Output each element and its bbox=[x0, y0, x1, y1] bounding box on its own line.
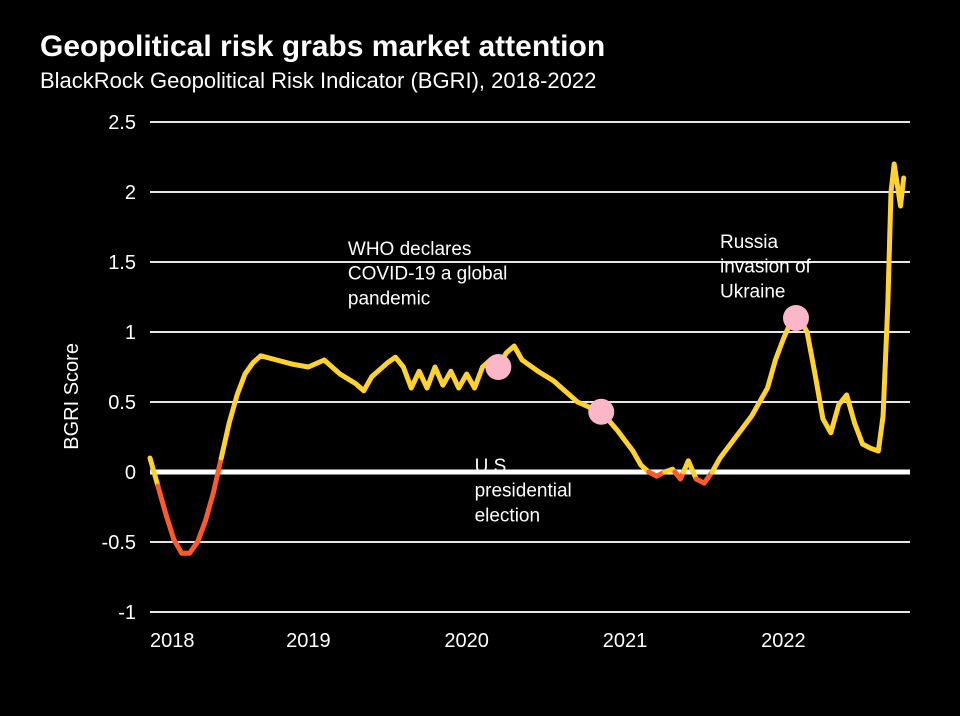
x-tick-label: 2022 bbox=[761, 630, 806, 652]
x-tick-label: 2021 bbox=[603, 630, 648, 652]
y-tick-label: 2 bbox=[125, 182, 136, 204]
y-tick-label: 1 bbox=[125, 322, 136, 344]
x-tick-label: 2020 bbox=[444, 630, 489, 652]
y-axis-label: BGRI Score bbox=[61, 343, 83, 450]
bgri-line-segment bbox=[683, 461, 696, 479]
chart-title: Geopolitical risk grabs market attention bbox=[40, 30, 920, 64]
x-tick-label: 2019 bbox=[286, 630, 331, 652]
event-annotation: Russiainvasion ofUkraine bbox=[720, 232, 812, 302]
event-marker bbox=[485, 354, 511, 380]
event-annotation: WHO declaresCOVID-19 a globalpandemic bbox=[348, 239, 507, 309]
y-tick-label: 1.5 bbox=[108, 252, 136, 274]
event-marker bbox=[588, 399, 614, 425]
line-chart-svg: -1 -0.5 0 0.5 1 1.5 2 2.5 2018 2019 2020 2021 2022 BG… bbox=[40, 112, 920, 682]
chart-plot-area: -1 -0.5 0 0.5 1 1.5 2 2.5 2018 2019 2020 2021 2022 BG… bbox=[40, 112, 910, 672]
y-tick-label: -0.5 bbox=[102, 532, 136, 554]
event-marker bbox=[783, 305, 809, 331]
bgri-line-segment bbox=[221, 346, 649, 472]
y-tick-label: -1 bbox=[118, 602, 136, 624]
chart-container: Geopolitical risk grabs market attention… bbox=[0, 0, 960, 716]
x-tick-label: 2018 bbox=[150, 630, 195, 652]
y-tick-label: 2.5 bbox=[108, 112, 136, 134]
chart-subtitle: BlackRock Geopolitical Risk Indicator (B… bbox=[40, 68, 920, 94]
y-tick-label: 0.5 bbox=[108, 392, 136, 414]
y-tick-label: 0 bbox=[125, 462, 136, 484]
event-annotation: U.S.presidentialelection bbox=[475, 456, 572, 526]
